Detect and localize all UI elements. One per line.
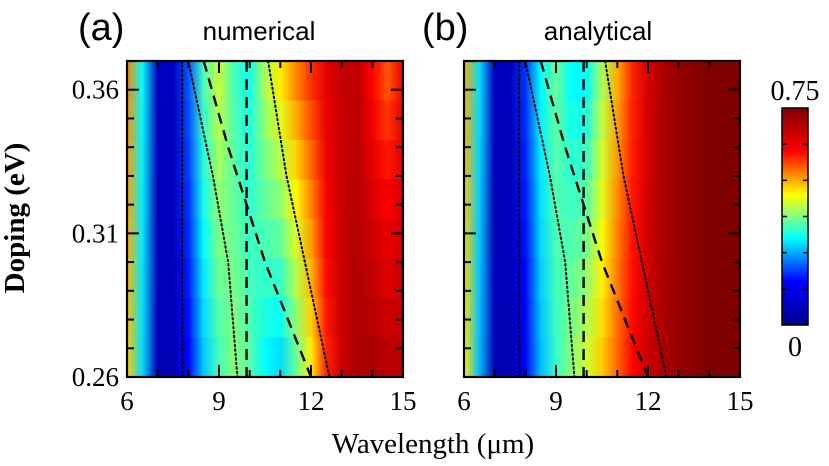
y-axis-label: Doping (eV) [0, 143, 31, 294]
x-tick-label: 6 [457, 386, 471, 416]
x-tick-label: 12 [298, 386, 325, 416]
heatmap-band [127, 258, 403, 299]
heatmap-band [464, 140, 740, 181]
x-tick-label: 15 [390, 386, 417, 416]
x-axis-label: Wavelength (μm) [332, 428, 534, 460]
dashed-line [202, 60, 313, 378]
heatmap-band [464, 258, 740, 299]
heatmap-band [464, 219, 740, 260]
heatmap-band [127, 298, 403, 339]
plot-frame [462, 59, 742, 379]
x-tick-label: 6 [120, 386, 134, 416]
y-tick-label: 0.26 [72, 362, 119, 392]
heatmap-band [464, 179, 740, 220]
plot-frame [125, 59, 405, 379]
dashed-line [539, 60, 650, 378]
y-tick-label: 0.36 [72, 75, 119, 105]
x-tick-label: 9 [212, 386, 226, 416]
heatmap-band [127, 337, 403, 378]
heatmap-band [464, 100, 740, 141]
heatmap-band [464, 337, 740, 378]
panel-a-title: numerical [203, 16, 316, 46]
panel-b-heatmap: 6 9 12 15 [457, 59, 754, 416]
dotted-line [524, 60, 576, 378]
heatmap-band [127, 140, 403, 181]
x-tick-label: 15 [727, 386, 754, 416]
heatmap-band [127, 61, 403, 102]
panel-b-label: (b) [422, 7, 468, 49]
colorbar-min-label: 0 [788, 332, 802, 363]
dotted-line [604, 60, 668, 378]
heatmap-band [127, 219, 403, 260]
panel-b-title: analytical [544, 16, 652, 46]
heatmap-band [464, 298, 740, 339]
heatmap-band [127, 179, 403, 220]
heatmap-band [464, 61, 740, 102]
heatmap-band [127, 100, 403, 141]
panel-a-heatmap: 6 9 12 15 0.26 0.31 0.36 [72, 59, 417, 416]
x-tick-label: 12 [635, 386, 662, 416]
panel-b: (b) analytical 6 9 12 15 [422, 7, 754, 416]
panel-a-label: (a) [78, 7, 124, 49]
colorbar-max-label: 0.75 [771, 76, 820, 107]
dotted-line [187, 60, 239, 378]
panel-a: (a) numerical 6 9 12 15 0.26 0.31 0.36 [72, 7, 417, 416]
x-tick-label: 9 [549, 386, 563, 416]
dotted-line [267, 60, 331, 378]
y-tick-label: 0.31 [72, 218, 119, 248]
colorbar: 0.75 0 [771, 76, 820, 363]
colorbar-ticks [782, 143, 808, 290]
